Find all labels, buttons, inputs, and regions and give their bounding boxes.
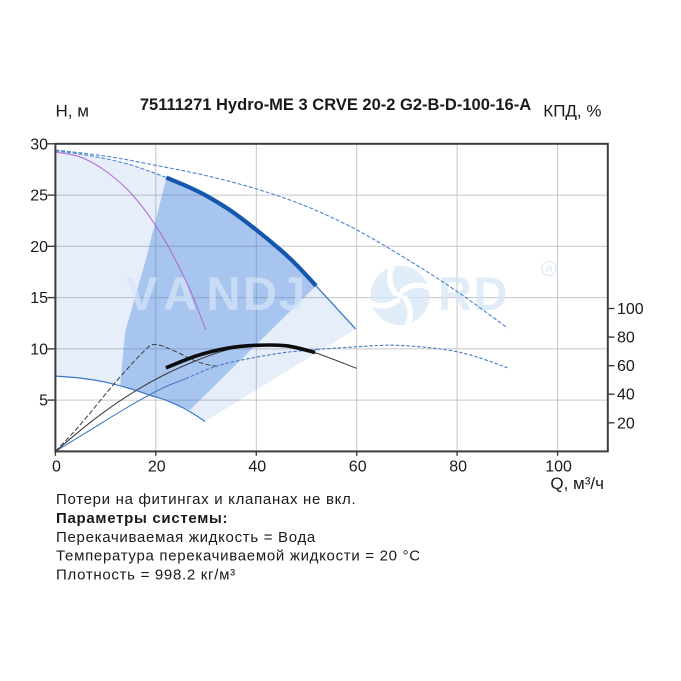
svg-text:100: 100	[617, 301, 644, 318]
svg-text:100: 100	[545, 459, 572, 476]
svg-text:Параметры системы:: Параметры системы:	[56, 510, 228, 527]
svg-text:R: R	[438, 267, 472, 320]
svg-text:30: 30	[30, 136, 48, 153]
svg-text:20: 20	[617, 415, 635, 432]
svg-text:75111271 Hydro-ME 3 CRVE 20-2: 75111271 Hydro-ME 3 CRVE 20-2 G2-B-D-100…	[140, 96, 531, 114]
svg-text:Перекачиваемая жидкость = Вода: Перекачиваемая жидкость = Вода	[56, 529, 316, 546]
svg-text:25: 25	[30, 188, 48, 205]
svg-text:Температура перекачиваемой жид: Температура перекачиваемой жидкости = 20…	[56, 548, 421, 565]
svg-text:80: 80	[449, 459, 467, 476]
svg-text:60: 60	[617, 358, 635, 375]
svg-text:V: V	[126, 267, 158, 320]
svg-text:10: 10	[30, 341, 48, 358]
svg-text:Н, м: Н, м	[56, 102, 89, 121]
svg-text:5: 5	[39, 393, 48, 410]
svg-text:20: 20	[30, 239, 48, 256]
svg-text:D: D	[474, 267, 508, 320]
svg-text:Q, м³/ч: Q, м³/ч	[550, 474, 604, 493]
svg-text:0: 0	[52, 459, 61, 476]
svg-text:15: 15	[30, 290, 48, 307]
svg-text:40: 40	[248, 459, 266, 476]
svg-text:Плотность = 998.2 кг/м³: Плотность = 998.2 кг/м³	[56, 566, 236, 583]
svg-text:20: 20	[148, 459, 166, 476]
svg-text:60: 60	[349, 459, 367, 476]
svg-text:D: D	[243, 267, 277, 320]
svg-text:КПД, %: КПД, %	[543, 102, 601, 121]
svg-text:80: 80	[617, 330, 635, 347]
svg-text:N: N	[207, 267, 241, 320]
svg-text:R: R	[546, 264, 553, 275]
svg-text:J: J	[279, 267, 305, 320]
svg-text:Потери на фитингах и клапанах: Потери на фитингах и клапанах не вкл.	[56, 491, 356, 508]
svg-text:40: 40	[617, 387, 635, 404]
